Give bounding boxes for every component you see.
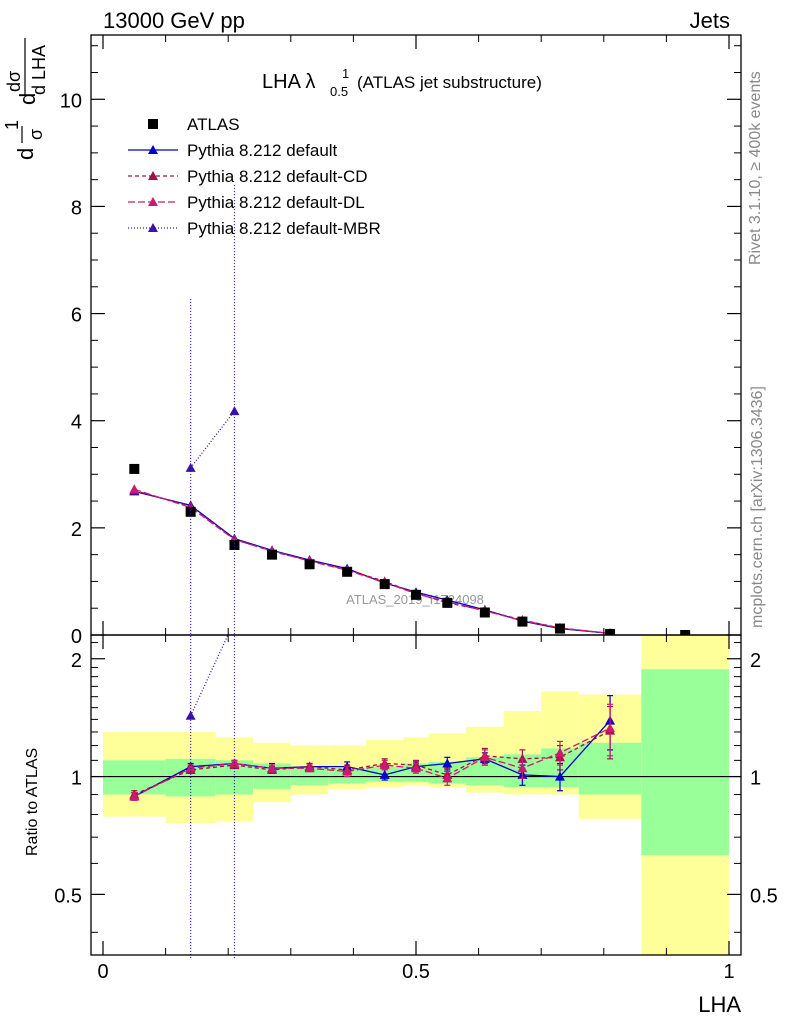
series-marker-ratio xyxy=(517,763,528,773)
atlas-data-point xyxy=(342,566,353,577)
series-marker-ratio xyxy=(229,616,239,625)
series-line-main xyxy=(134,488,611,635)
process-label: Jets xyxy=(690,8,730,33)
atlas-data-point xyxy=(304,559,315,570)
atlas-data-point xyxy=(129,463,140,474)
legend-label: Pythia 8.212 default-DL xyxy=(187,193,365,212)
series-marker-ratio xyxy=(411,763,421,773)
main-y-tick-label: 4 xyxy=(71,412,82,434)
mcplots-label: mcplots.cern.ch [arXiv:1306.3436] xyxy=(749,386,766,628)
legend-marker-triangle xyxy=(148,171,158,180)
legend-marker-triangle xyxy=(148,145,158,154)
ratio-y-tick-label: 0.5 xyxy=(54,885,82,907)
title-suffix: (ATLAS jet substructure) xyxy=(357,73,542,92)
ylabel-sigma: σ xyxy=(26,129,46,140)
atlas-data-point xyxy=(680,630,691,635)
ratio-y-tick-label-right: 0.5 xyxy=(750,885,778,907)
ratio-y-tick-label: 2 xyxy=(71,650,82,672)
x-tick-label: 0 xyxy=(97,961,108,983)
main-y-tick-label: 10 xyxy=(60,90,82,112)
series-marker-ratio xyxy=(304,763,315,773)
atlas-data-point xyxy=(605,628,616,635)
series-marker-ratio xyxy=(379,769,390,779)
rivet-version-label: Rivet 3.1.10, ≥ 400k events xyxy=(747,71,764,265)
atlas-data-point xyxy=(411,589,421,600)
main-y-tick-label: 0 xyxy=(71,626,82,648)
series-marker-ratio xyxy=(267,763,278,773)
atlas-data-point xyxy=(379,579,390,590)
series-marker-ratio xyxy=(185,710,196,720)
ratio-y-tick-label: 1 xyxy=(71,768,82,790)
legend-marker-triangle xyxy=(148,197,158,206)
series-marker-ratio xyxy=(442,773,453,783)
title-subscript: 0.5 xyxy=(330,84,348,99)
chart-title: LHA λ 1 0.5 (ATLAS jet substructure) xyxy=(262,66,542,99)
series-line-main xyxy=(134,489,611,635)
series-line-main xyxy=(190,410,235,469)
series-line-main xyxy=(134,490,611,635)
atlas-data-point xyxy=(229,540,240,550)
ratio-panel-data xyxy=(129,616,616,801)
green-band-bin xyxy=(641,669,729,856)
uncertainty-bands xyxy=(91,635,741,955)
title-main: LHA λ xyxy=(262,71,315,93)
series-marker-ratio xyxy=(554,771,565,781)
ylabel-d2: d xyxy=(15,93,40,105)
atlas-data-point xyxy=(554,623,565,634)
legend-marker-square xyxy=(148,119,158,129)
main-y-tick-label: 8 xyxy=(71,197,82,219)
main-panel-data xyxy=(129,185,691,635)
legend-label: ATLAS xyxy=(187,115,240,134)
legend-label: Pythia 8.212 default-MBR xyxy=(187,219,381,238)
green-band-bin xyxy=(103,760,166,795)
legend: ATLAS Pythia 8.212 default Pythia 8.212 de… xyxy=(128,115,381,238)
atlas-data-point xyxy=(267,549,278,560)
ratio-y-tick-label-right: 1 xyxy=(750,768,761,790)
series-marker-ratio xyxy=(554,747,565,757)
atlas-data-point xyxy=(185,506,196,517)
atlas-data-point xyxy=(517,616,528,627)
ylabel-one: 1 xyxy=(2,120,22,130)
series-marker-ratio xyxy=(479,752,490,762)
legend-label: Pythia 8.212 default xyxy=(187,141,338,160)
legend-label: Pythia 8.212 default-CD xyxy=(187,167,368,186)
title-superscript: 1 xyxy=(342,66,349,81)
series-marker-ratio xyxy=(342,766,353,776)
series-marker-ratio xyxy=(129,791,140,801)
upper-y-axis-label: d 1 σ d dσ d LHA xyxy=(2,38,49,160)
x-tick-label: 0.5 xyxy=(402,961,430,983)
series-marker-ratio xyxy=(442,758,453,768)
ratio-y-tick-label-right: 2 xyxy=(750,650,761,672)
legend-marker-triangle xyxy=(148,223,158,232)
series-line-ratio xyxy=(190,635,229,717)
series-marker-ratio xyxy=(379,760,390,770)
main-y-tick-label: 6 xyxy=(71,305,82,327)
x-axis-label: LHA xyxy=(698,992,741,1017)
x-tick-label: 1 xyxy=(723,961,734,983)
ratio-y-axis-label: Ratio to ATLAS xyxy=(24,748,41,856)
ylabel-d: d xyxy=(13,148,38,160)
series-marker-ratio xyxy=(185,763,196,773)
atlas-data-point xyxy=(479,607,490,618)
beam-energy-label: 13000 GeV pp xyxy=(103,8,245,33)
series-marker-ratio xyxy=(605,723,616,733)
series-marker-main xyxy=(129,484,140,494)
atlas-data-point xyxy=(442,597,453,608)
series-marker-main xyxy=(229,406,240,416)
ylabel-dsigma: dσ xyxy=(4,71,24,92)
main-y-tick-label: 2 xyxy=(71,519,82,541)
series-marker-main xyxy=(185,462,196,472)
ylabel-dlha: d LHA xyxy=(29,45,49,95)
